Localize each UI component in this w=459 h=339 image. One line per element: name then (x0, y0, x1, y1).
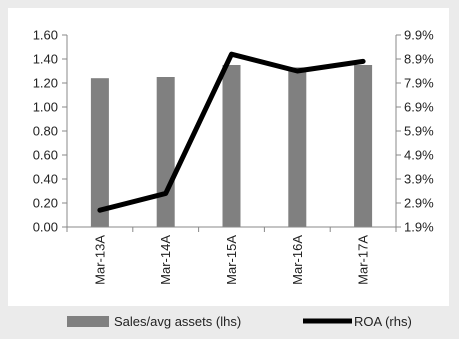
left-tick-label: 0.80 (33, 124, 58, 139)
right-tick-label: 1.9% (404, 220, 434, 235)
left-tick-label: 0.00 (33, 220, 58, 235)
left-axis: 0.00 0.20 0.40 0.60 0.80 1.00 1.20 1.40 1.60 (33, 28, 67, 235)
bar-mar-15a (222, 65, 241, 227)
right-tick-label: 6.9% (404, 100, 434, 115)
legend-swatch-sales (67, 316, 109, 327)
x-tick-label: Mar-14A (158, 235, 173, 285)
right-tick-label: 5.9% (404, 124, 434, 139)
bar-series (90, 65, 373, 228)
left-tick-label: 0.40 (33, 172, 58, 187)
right-tick-label: 7.9% (404, 76, 434, 91)
x-axis-labels: Mar-13A Mar-14A Mar-15A Mar-16A Mar-17A (66, 227, 397, 285)
legend-label-roa: ROA (rhs) (354, 314, 412, 329)
left-tick-label: 0.60 (33, 148, 58, 163)
x-tick-label: Mar-17A (356, 235, 371, 285)
left-tick-label: 1.20 (33, 76, 58, 91)
left-tick-label: 1.40 (33, 52, 58, 67)
right-tick-label: 4.9% (404, 148, 434, 163)
right-axis: 1.9% 2.9% 3.9% 4.9% 5.9% 6.9% 7.9% 8.9% 9.9% (396, 28, 434, 235)
bar-mar-14a (156, 77, 175, 227)
bar-mar-17a (354, 65, 373, 227)
legend: Sales/avg assets (lhs) ROA (rhs) (67, 314, 412, 329)
legend-label-sales: Sales/avg assets (lhs) (114, 314, 241, 329)
bar-mar-13a (90, 78, 109, 227)
roa-line (97, 51, 366, 213)
bar-mar-16a (288, 67, 307, 228)
left-tick-label: 0.20 (33, 196, 58, 211)
right-tick-label: 8.9% (404, 52, 434, 67)
left-tick-label: 1.60 (33, 28, 58, 43)
x-tick-label: Mar-16A (290, 235, 305, 285)
x-tick-label: Mar-13A (92, 235, 107, 285)
x-tick-label: Mar-15A (224, 235, 239, 285)
right-tick-label: 2.9% (404, 196, 434, 211)
right-tick-label: 9.9% (404, 28, 434, 43)
left-tick-label: 1.00 (33, 100, 58, 115)
right-tick-label: 3.9% (404, 172, 434, 187)
